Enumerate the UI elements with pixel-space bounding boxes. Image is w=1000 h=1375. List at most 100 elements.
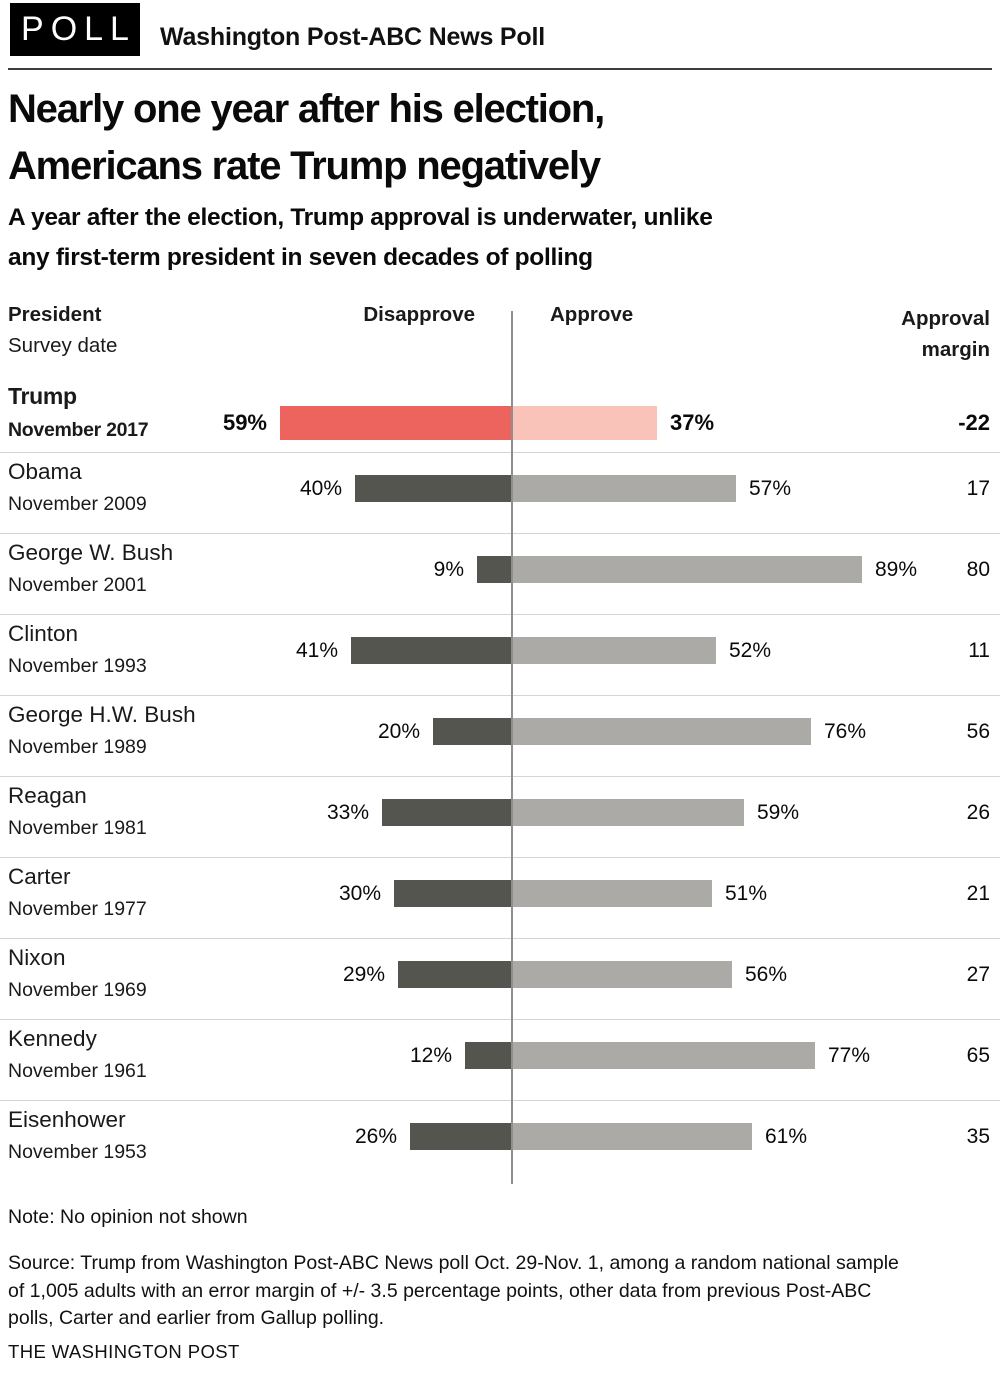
approve-bar	[512, 637, 716, 664]
disapprove-value: 9%	[433, 558, 464, 581]
margin-value: -22	[958, 410, 990, 435]
poll-row: Obama November 2009 40% 57% 17	[0, 453, 1000, 534]
poll-row: Trump November 2017 59% 37% -22	[0, 370, 1000, 453]
disapprove-bar	[351, 637, 512, 664]
margin-value: 27	[966, 963, 990, 986]
disapprove-value: 26%	[354, 1125, 397, 1148]
column-header-approval-margin-line1: Approval	[901, 307, 990, 330]
margin-value: 17	[966, 477, 990, 500]
disapprove-bar	[398, 961, 512, 988]
source-text-line2: of 1,005 adults with an error margin of …	[8, 1279, 872, 1302]
president-name: Reagan	[8, 783, 87, 808]
approve-value: 57%	[749, 477, 792, 500]
brand-title: Washington Post-ABC News Poll	[160, 23, 545, 51]
approve-value: 76%	[824, 720, 867, 743]
column-header-disapprove: Disapprove	[363, 303, 475, 326]
subtitle-line2: any first-term president in seven decade…	[8, 244, 593, 271]
disapprove-bar	[394, 880, 512, 907]
president-name: Trump	[8, 383, 77, 409]
disapprove-bar	[280, 406, 512, 440]
page-title: Nearly one year after his election, Amer…	[8, 81, 605, 195]
disapprove-bar	[433, 718, 512, 745]
header-divider	[8, 68, 992, 70]
president-name: Carter	[8, 864, 71, 889]
poll-badge-label: POLL	[21, 10, 136, 48]
poll-row: George H.W. Bush November 1989 20% 76% 56	[0, 696, 1000, 777]
approve-value: 61%	[765, 1125, 808, 1148]
margin-value: 56	[966, 720, 990, 743]
disapprove-value: 41%	[295, 639, 338, 662]
disapprove-value: 20%	[377, 720, 420, 743]
source-text: Source: Trump from Washington Post-ABC N…	[8, 1250, 993, 1333]
page-title-line1: Nearly one year after his election,	[8, 87, 605, 131]
margin-value: 35	[966, 1125, 990, 1148]
approve-value: 77%	[828, 1044, 871, 1067]
margin-value: 65	[966, 1044, 990, 1067]
approve-bar	[512, 718, 811, 745]
note-text: Note: No opinion not shown	[8, 1206, 248, 1228]
approve-bar	[512, 880, 712, 907]
survey-date: November 1981	[8, 817, 147, 839]
approve-bar	[512, 799, 744, 826]
approve-value: 52%	[729, 639, 772, 662]
disapprove-bar	[477, 556, 512, 583]
president-name: Kennedy	[8, 1026, 97, 1051]
poll-row: Clinton November 1993 41% 52% 11	[0, 615, 1000, 696]
approve-value: 89%	[875, 558, 918, 581]
survey-date: November 2001	[8, 574, 147, 596]
approve-bar	[512, 961, 732, 988]
disapprove-value: 29%	[342, 963, 385, 986]
approve-value: 56%	[745, 963, 788, 986]
president-name: Obama	[8, 459, 82, 484]
disapprove-value: 12%	[409, 1044, 452, 1067]
margin-value: 21	[966, 882, 990, 905]
president-name: George W. Bush	[8, 540, 174, 565]
disapprove-bar	[410, 1123, 512, 1150]
disapprove-value: 40%	[299, 477, 342, 500]
survey-date: November 1953	[8, 1141, 147, 1163]
poll-row: Reagan November 1981 33% 59% 26	[0, 777, 1000, 858]
margin-value: 26	[966, 801, 990, 824]
disapprove-bar	[465, 1042, 512, 1069]
column-header-survey-date: Survey date	[8, 334, 118, 357]
source-text-line1: Source: Trump from Washington Post-ABC N…	[8, 1252, 899, 1274]
president-name: Clinton	[8, 621, 79, 646]
survey-date: November 1977	[8, 898, 147, 920]
approve-value: 59%	[757, 801, 800, 824]
column-header-approve: Approve	[550, 303, 634, 326]
margin-value: 80	[966, 558, 990, 581]
column-header-approval-margin: Approval margin	[901, 303, 990, 365]
center-axis-line	[511, 311, 513, 1184]
poll-row: Kennedy November 1961 12% 77% 65	[0, 1020, 1000, 1101]
approve-bar	[512, 406, 657, 440]
survey-date: November 1969	[8, 979, 147, 1001]
disapprove-value: 33%	[326, 801, 369, 824]
poll-row: George W. Bush November 2001 9% 89% 80	[0, 534, 1000, 615]
survey-date: November 2009	[8, 493, 147, 515]
survey-date: November 2017	[8, 419, 149, 441]
credit-text: THE WASHINGTON POST	[8, 1341, 240, 1362]
approve-bar	[512, 475, 736, 502]
survey-date: November 1993	[8, 655, 147, 677]
approve-bar	[512, 1123, 752, 1150]
approve-bar	[512, 556, 862, 583]
subtitle-line1: A year after the election, Trump approva…	[8, 204, 713, 231]
page-title-line2: Americans rate Trump negatively	[8, 144, 601, 188]
president-name: Nixon	[8, 945, 66, 970]
approve-bar	[512, 1042, 815, 1069]
column-header-president: President	[8, 303, 102, 326]
source-text-line3: polls, Carter and earlier from Gallup po…	[8, 1307, 385, 1329]
column-header-approval-margin-line2: margin	[921, 338, 990, 361]
poll-badge: POLL	[10, 3, 140, 56]
approve-value: 37%	[670, 410, 715, 435]
disapprove-bar	[355, 475, 512, 502]
survey-date: November 1989	[8, 736, 147, 758]
disapprove-bar	[382, 799, 512, 826]
poll-row: Nixon November 1969 29% 56% 27	[0, 939, 1000, 1020]
poll-row: Eisenhower November 1953 26% 61% 35	[0, 1101, 1000, 1182]
subtitle: A year after the election, Trump approva…	[8, 198, 713, 278]
president-name: George H.W. Bush	[8, 702, 196, 727]
survey-date: November 1961	[8, 1060, 147, 1082]
disapprove-value: 59%	[222, 410, 267, 435]
